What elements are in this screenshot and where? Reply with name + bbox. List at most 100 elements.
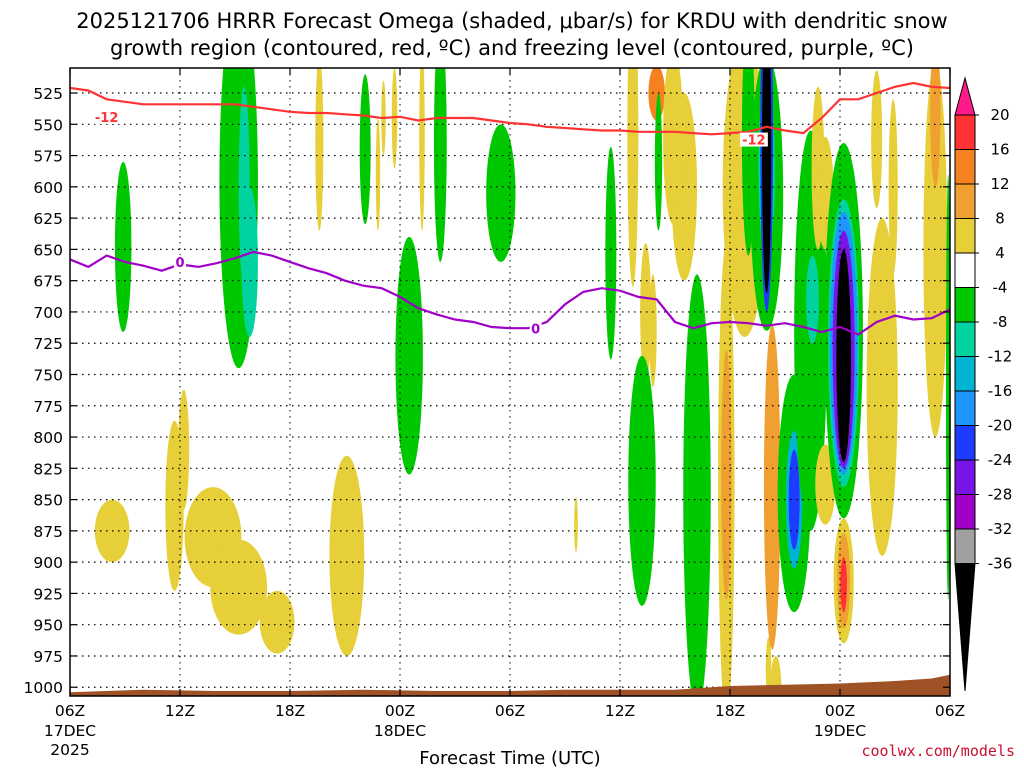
chart-title-line-1: 2025121706 HRRR Forecast Omega (shaded, …: [76, 9, 947, 33]
omega-feature: [486, 124, 516, 262]
colorbar-tick-label: 20: [990, 106, 1009, 124]
freezing-level-contour-label: 0: [531, 322, 540, 337]
omega-feature: [640, 243, 652, 381]
colorbar-swatch: [954, 494, 976, 530]
y-tick-label: 575: [33, 148, 63, 166]
colorbar-swatch: [954, 76, 976, 116]
colorbar-swatch: [954, 425, 976, 461]
y-tick-label: 600: [33, 179, 63, 197]
omega-feature: [627, 68, 639, 287]
y-tick-label: 700: [33, 304, 63, 322]
plot-area: -12 -12 0 0: [70, 68, 950, 696]
y-tick-label: 525: [33, 85, 63, 103]
y-tick-label: 625: [33, 210, 63, 228]
colorbar-tick-label: -28: [988, 486, 1013, 504]
colorbar-swatch: [954, 528, 976, 564]
omega-feature: [419, 68, 425, 231]
colorbar-tick-label: -12: [988, 348, 1013, 366]
contour-labels: -12 -12 0 0: [92, 110, 768, 337]
omega-feature: [433, 68, 447, 262]
y-tick-label: 650: [33, 241, 63, 259]
x-tick-label: 12Z: [165, 702, 195, 720]
omega-feature: [649, 274, 657, 388]
freezing-level-contour-label: 0: [175, 256, 184, 271]
omega-feature: [762, 68, 772, 294]
colorbar-swatch: [954, 114, 976, 150]
y-tick-label: 825: [33, 460, 63, 478]
x-tick-label: 00Z: [385, 702, 415, 720]
omega-feature: [763, 324, 781, 650]
x-tick-year: 2025: [50, 741, 89, 759]
omega-feature: [840, 557, 847, 613]
dgz-contour-label-background: [92, 110, 121, 125]
x-tick-label: 18Z: [715, 702, 745, 720]
dgz-contour-label-background: [739, 132, 768, 147]
omega-feature: [871, 70, 883, 209]
chart-title-line-2: growth region (contoured, red, ºC) and f…: [110, 36, 914, 60]
colorbar-tick-label: -36: [988, 555, 1013, 573]
x-tick-label: 00Z: [825, 702, 855, 720]
omega-feature: [923, 68, 948, 437]
dgz-contour-label: -12: [95, 111, 119, 126]
y-tick-label: 800: [33, 429, 63, 447]
y-tick-label: 875: [33, 523, 63, 541]
omega-feature: [663, 68, 684, 225]
x-axis-label: Forecast Time (UTC): [419, 748, 600, 768]
omega-feature: [866, 218, 898, 556]
colorbar-swatch: [954, 321, 976, 357]
x-tick-date: 19DEC: [814, 722, 866, 740]
y-tick-label: 775: [33, 398, 63, 416]
omega-feature: [806, 255, 819, 344]
x-tick-label: 06Z: [935, 702, 965, 720]
colorbar-tick-label: 16: [990, 141, 1009, 159]
x-tick-label: 06Z: [55, 702, 85, 720]
x-tick-date: 17DEC: [44, 722, 96, 740]
freezing-level-contour-line: [70, 250, 950, 336]
omega-feature: [178, 389, 190, 510]
omega-feature: [654, 93, 663, 231]
y-axis: 525 550 575 600 625 650 675 700 725 750 775 800 825 8…: [24, 85, 950, 697]
y-tick-label: 975: [33, 648, 63, 666]
grid-lines: [70, 68, 950, 696]
omega-feature: [395, 236, 423, 475]
colorbar-tick-label: -32: [988, 520, 1013, 538]
colorbar-tick-label: -8: [993, 313, 1008, 331]
colorbar-tick-label: 12: [990, 175, 1009, 193]
omega-feature: [930, 68, 941, 187]
y-tick-label: 550: [33, 116, 63, 134]
omega-shading: [94, 68, 950, 696]
omega-feature: [605, 146, 617, 360]
omega-feature: [788, 449, 800, 550]
omega-feature: [836, 249, 852, 463]
freezing-level-contour-label-background: [529, 321, 542, 336]
colorbar-swatch: [954, 459, 976, 495]
y-tick-label: 950: [33, 617, 63, 635]
colorbar-swatch: [954, 149, 976, 185]
omega-feature: [765, 637, 772, 696]
y-tick-label: 750: [33, 366, 63, 384]
colorbar-swatch: [954, 287, 976, 323]
omega-feature: [210, 539, 268, 635]
y-tick-label: 850: [33, 492, 63, 510]
colorbar-swatch: [954, 390, 976, 426]
y-tick-label: 900: [33, 554, 63, 572]
x-tick-date: 18DEC: [374, 722, 426, 740]
colorbar-swatch: [954, 563, 976, 692]
colorbar-tick-label: -16: [988, 382, 1013, 400]
colorbar-swatch: [954, 252, 976, 288]
freezing-level-contour-label-background: [174, 255, 186, 270]
x-tick-label: 06Z: [495, 702, 525, 720]
y-tick-label: 725: [33, 335, 63, 353]
omega-feature: [375, 118, 381, 231]
credit-text: coolwx.com/models: [861, 742, 1015, 760]
omega-feature: [329, 455, 365, 656]
omega-feature: [114, 161, 132, 332]
omega-feature: [683, 274, 711, 696]
colorbar-tick-label: 4: [995, 244, 1005, 262]
dgz-contour-label: -12: [742, 134, 766, 149]
colorbar-swatch: [954, 183, 976, 219]
y-tick-label: 675: [33, 273, 63, 291]
colorbar-tick-label: -24: [988, 451, 1013, 469]
omega-feature: [259, 590, 295, 654]
